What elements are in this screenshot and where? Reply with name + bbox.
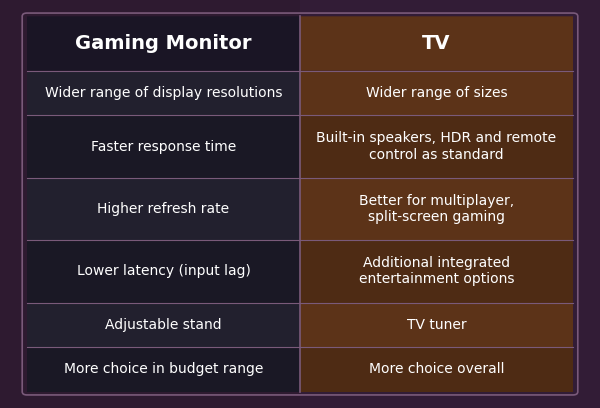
Bar — [505, 0, 535, 408]
Bar — [300, 347, 573, 392]
Bar — [27, 71, 300, 115]
Bar — [300, 240, 573, 303]
Bar — [32, 0, 62, 408]
Bar — [473, 0, 503, 408]
Bar — [27, 115, 300, 178]
Bar — [63, 0, 93, 408]
Text: Higher refresh rate: Higher refresh rate — [97, 202, 230, 216]
Bar — [568, 0, 598, 408]
Bar — [0, 0, 30, 408]
Bar — [158, 0, 188, 408]
Bar — [379, 0, 409, 408]
Text: More choice in budget range: More choice in budget range — [64, 362, 263, 377]
Text: TV: TV — [422, 34, 451, 53]
Text: TV tuner: TV tuner — [407, 318, 466, 332]
Bar — [300, 0, 600, 408]
Bar — [537, 0, 567, 408]
Bar — [253, 0, 283, 408]
Bar — [300, 178, 573, 240]
Bar — [95, 0, 125, 408]
Text: Built-in speakers, HDR and remote
control as standard: Built-in speakers, HDR and remote contro… — [316, 131, 557, 162]
Text: Better for multiplayer,
split-screen gaming: Better for multiplayer, split-screen gam… — [359, 194, 514, 224]
FancyBboxPatch shape — [300, 16, 573, 71]
Text: Gaming Monitor: Gaming Monitor — [75, 34, 252, 53]
Bar — [284, 0, 314, 408]
Bar — [316, 0, 346, 408]
Bar — [300, 303, 573, 347]
Text: Faster response time: Faster response time — [91, 140, 236, 153]
Bar — [347, 0, 377, 408]
Text: More choice overall: More choice overall — [369, 362, 504, 377]
Text: Additional integrated
entertainment options: Additional integrated entertainment opti… — [359, 256, 514, 286]
Bar — [27, 347, 300, 392]
Bar — [300, 71, 573, 115]
Text: Adjustable stand: Adjustable stand — [105, 318, 222, 332]
Text: Wider range of sizes: Wider range of sizes — [365, 86, 508, 100]
Text: Wider range of display resolutions: Wider range of display resolutions — [45, 86, 282, 100]
Bar — [410, 0, 440, 408]
Bar — [442, 0, 472, 408]
Bar — [27, 240, 300, 303]
Bar — [27, 178, 300, 240]
Text: Lower latency (input lag): Lower latency (input lag) — [77, 264, 250, 278]
Bar — [190, 0, 220, 408]
Bar — [27, 303, 300, 347]
Bar — [300, 115, 573, 178]
FancyBboxPatch shape — [27, 16, 300, 71]
Bar — [221, 0, 251, 408]
Bar — [127, 0, 157, 408]
